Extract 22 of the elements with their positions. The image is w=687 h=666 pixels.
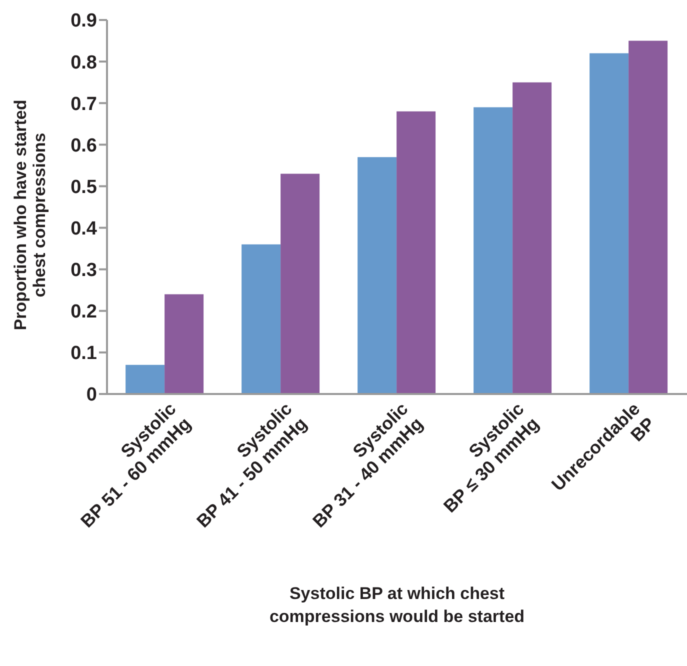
bar xyxy=(358,157,397,394)
bar xyxy=(590,53,629,394)
bar xyxy=(164,294,204,394)
y-tick-label: 0 xyxy=(86,384,97,406)
y-tick-label: 0.2 xyxy=(70,302,97,323)
y-tick-label: 0.5 xyxy=(70,176,98,198)
bar xyxy=(512,82,552,394)
y-tick-label: 0.7 xyxy=(70,94,97,115)
y-tick-label: 0.6 xyxy=(70,135,97,156)
y-tick-label: 0.4 xyxy=(70,218,98,240)
bar xyxy=(280,174,320,394)
bar xyxy=(628,40,668,394)
y-axis-title: Proportion who have started chest compressions xyxy=(11,100,49,330)
y-tick-label: 0.9 xyxy=(70,10,97,32)
y-tick-label: 0.3 xyxy=(70,260,97,282)
x-axis-title: Systolic BP at which chest compressions would be started xyxy=(269,584,525,626)
bar xyxy=(396,111,436,394)
y-tick-label: 0.1 xyxy=(70,343,98,364)
y-tick-label: 0.8 xyxy=(70,52,97,74)
bar xyxy=(242,244,281,394)
bar xyxy=(474,107,513,394)
bar xyxy=(126,364,165,394)
